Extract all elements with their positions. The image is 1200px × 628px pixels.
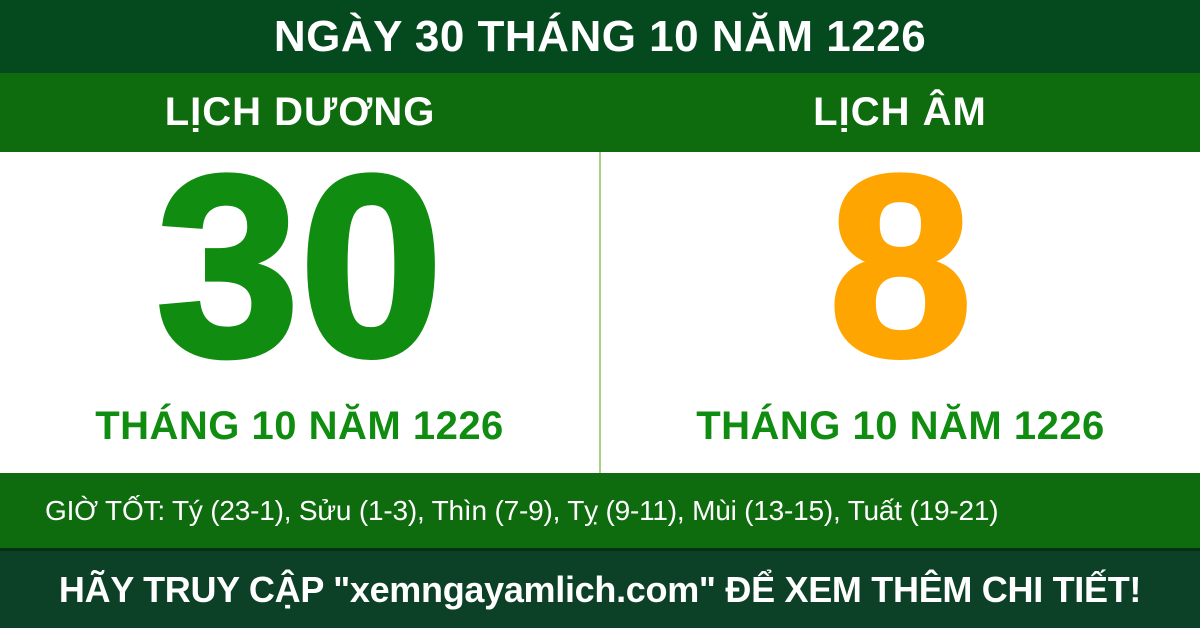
lunar-calendar-panel: 8 THÁNG 10 NĂM 1226: [601, 121, 1200, 473]
lunar-month-year-label: THÁNG 10 NĂM 1226: [696, 404, 1105, 448]
calendar-column-headers: LỊCH DƯƠNG LỊCH ÂM: [0, 73, 1200, 152]
solar-calendar-header: LỊCH DƯƠNG: [164, 90, 436, 134]
solar-day-number: 30: [154, 121, 446, 410]
footer-cta-text: HÃY TRUY CẬP "xemngayamlich.com" ĐỂ XEM …: [58, 568, 1142, 610]
date-title-banner: NGÀY 30 THÁNG 10 NĂM 1226: [0, 0, 1200, 73]
good-hours-text: GIỜ TỐT: Tý (23-1), Sửu (1-3), Thìn (7-9…: [45, 494, 999, 526]
footer-banner: HÃY TRUY CẬP "xemngayamlich.com" ĐỂ XEM …: [0, 548, 1200, 628]
lunar-calendar-header: LỊCH ÂM: [813, 90, 987, 134]
good-hours-bar: GIỜ TỐT: Tý (23-1), Sửu (1-3), Thìn (7-9…: [0, 473, 1200, 548]
calendar-body: 30 THÁNG 10 NĂM 1226 8 THÁNG 10 NĂM 1226: [0, 121, 1200, 473]
page-title: NGÀY 30 THÁNG 10 NĂM 1226: [273, 11, 927, 61]
column-divider: [599, 152, 601, 473]
solar-month-year-label: THÁNG 10 NĂM 1226: [95, 404, 504, 448]
lunar-day-number: 8: [826, 121, 974, 410]
solar-calendar-panel: 30 THÁNG 10 NĂM 1226: [0, 121, 599, 473]
